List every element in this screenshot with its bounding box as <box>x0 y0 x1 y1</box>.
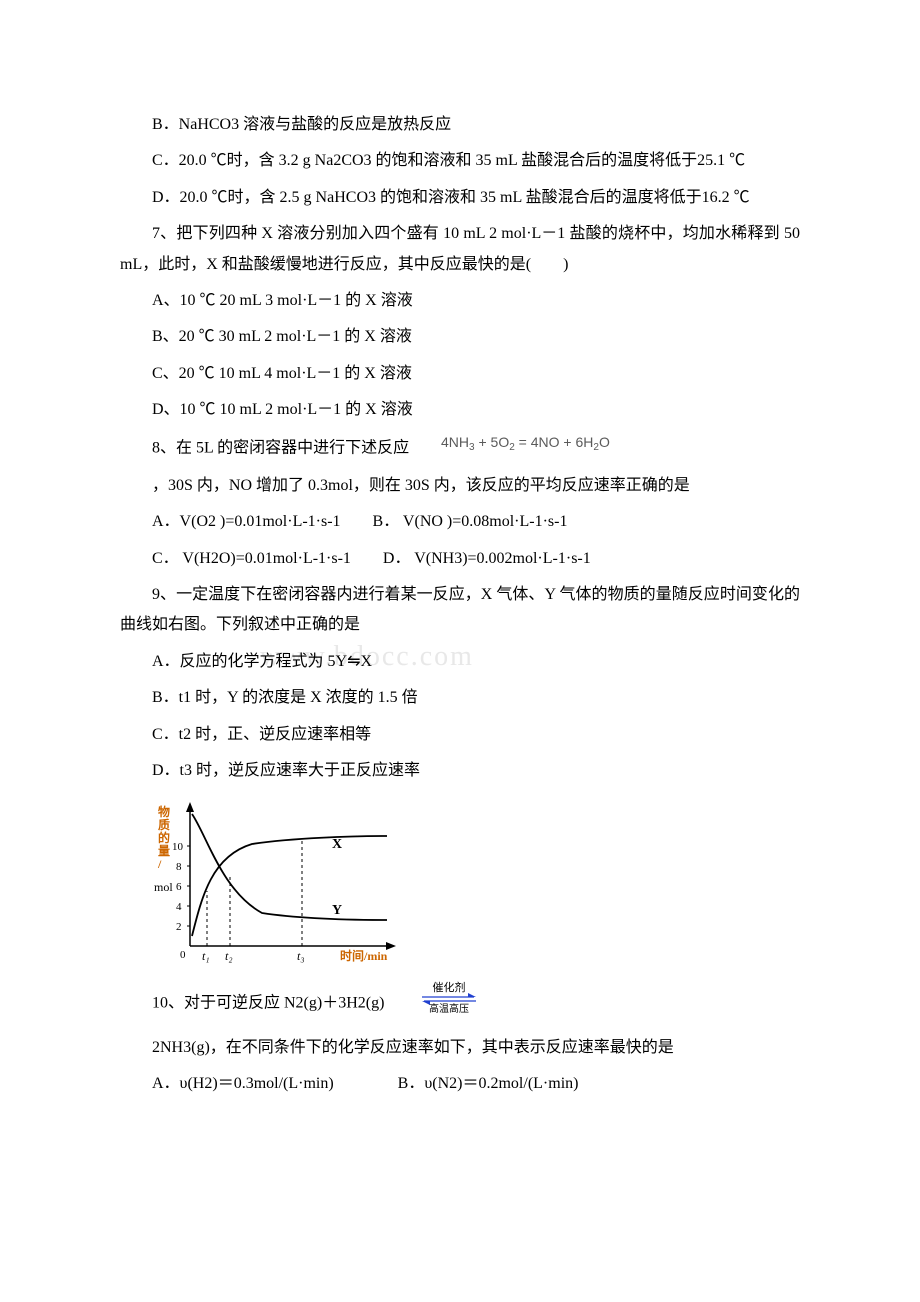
chart-y-ticks: 2 4 6 8 10 <box>172 841 190 933</box>
concentration-chart: 物 质 的 量 / mol 2 4 6 8 10 0 t₁ t₂ t₃ 时间/m… <box>152 796 800 971</box>
options-cd-q8: C． V(H2O)=0.01mol·L-1·s-1 D． V(NH3)=0.00… <box>120 544 800 574</box>
option-c-q7: C、20 ℃ 10 mL 4 mol·L－1 的 X 溶液 <box>120 359 800 389</box>
option-d-q9: D．t3 时，逆反应速率大于正反应速率 <box>120 756 800 786</box>
reversible-arrow: 催化剂 高温高压 <box>384 981 482 1026</box>
formula-svg-text: 4NH3 + 5O2 = 4NO + 6H2O <box>441 434 610 453</box>
svg-text:10: 10 <box>172 841 184 853</box>
chart-x-arrow <box>386 942 396 950</box>
chart-origin: 0 <box>180 949 186 961</box>
question-8-line2: ，30S 内，NO 增加了 0.3mol，则在 30S 内，该反应的平均反应速率… <box>120 471 800 501</box>
chart-curve-x <box>192 836 387 936</box>
option-d-q7: D、10 ℃ 10 mL 2 mol·L－1 的 X 溶液 <box>120 395 800 425</box>
question-10-line1: 10、对于可逆反应 N2(g)＋3H2(g) 催化剂 高温高压 <box>120 981 800 1026</box>
options-ab-q8: A．V(O2 )=0.01mol·L-1·s-1 B． V(NO )=0.08m… <box>120 507 800 537</box>
svg-text:6: 6 <box>176 881 182 893</box>
option-b-q6: B．NaHCO3 溶液与盐酸的反应是放热反应 <box>120 110 800 140</box>
chart-ylabel-mol: mol <box>154 880 173 894</box>
svg-text:8: 8 <box>176 861 182 873</box>
svg-text:2: 2 <box>176 921 182 933</box>
question-7: 7、把下列四种 X 溶液分别加入四个盛有 10 mL 2 mol·L－1 盐酸的… <box>120 219 800 280</box>
chart-xtick-t1: t₁ <box>202 949 210 963</box>
chart-curve-y <box>192 814 387 920</box>
question-10-line2: 2NH3(g)，在不同条件下的化学反应速率如下，其中表示反应速率最快的是 <box>120 1033 800 1063</box>
svg-text:4: 4 <box>176 901 182 913</box>
option-b-q7: B、20 ℃ 30 mL 2 mol·L－1 的 X 溶液 <box>120 322 800 352</box>
catalyst-top-text: 催化剂 <box>433 981 466 994</box>
question-10-text-a: 10、对于可逆反应 N2(g)＋3H2(g) <box>152 995 384 1012</box>
option-c-q9: C．t2 时，正、逆反应速率相等 <box>120 720 800 750</box>
chart-xtick-t2: t₂ <box>225 949 233 963</box>
options-ab-q10: A．υ(H2)＝0.3mol/(L·min) B．υ(N2)＝0.2mol/(L… <box>120 1069 800 1099</box>
catalyst-bottom-text: 高温高压 <box>429 1002 469 1015</box>
chart-svg: 物 质 的 量 / mol 2 4 6 8 10 0 t₁ t₂ t₃ 时间/m… <box>152 796 412 971</box>
chart-xlabel: 时间/min <box>340 948 388 963</box>
option-c-q6: C．20.0 ℃时，含 3.2 g Na2CO3 的饱和溶液和 35 mL 盐酸… <box>120 146 800 176</box>
chart-y-arrow <box>186 802 194 812</box>
chart-label-x: X <box>332 837 342 852</box>
question-8-line1: 8、在 5L 的密闭容器中进行下述反应 4NH3 + 5O2 = 4NO + 6… <box>120 432 800 465</box>
question-9: 9、一定温度下在密闭容器内进行着某一反应，X 气体、Y 气体的物质的量随反应时间… <box>120 580 800 641</box>
chart-xtick-t3: t₃ <box>297 949 305 963</box>
chart-label-y: Y <box>332 903 342 918</box>
reaction-formula: 4NH3 + 5O2 = 4NO + 6H2O <box>409 432 631 465</box>
option-a-q9: A．反应的化学方程式为 5Y⇋X <box>120 647 800 677</box>
question-8-text-a: 8、在 5L 的密闭容器中进行下述反应 <box>152 439 409 456</box>
option-a-q7: A、10 ℃ 20 mL 3 mol·L－1 的 X 溶液 <box>120 286 800 316</box>
chart-ylabel: 物 质 的 量 / <box>157 804 173 871</box>
option-d-q6: D．20.0 ℃时，含 2.5 g NaHCO3 的饱和溶液和 35 mL 盐酸… <box>120 183 800 213</box>
option-b-q9: B．t1 时，Y 的浓度是 X 浓度的 1.5 倍 <box>120 683 800 713</box>
